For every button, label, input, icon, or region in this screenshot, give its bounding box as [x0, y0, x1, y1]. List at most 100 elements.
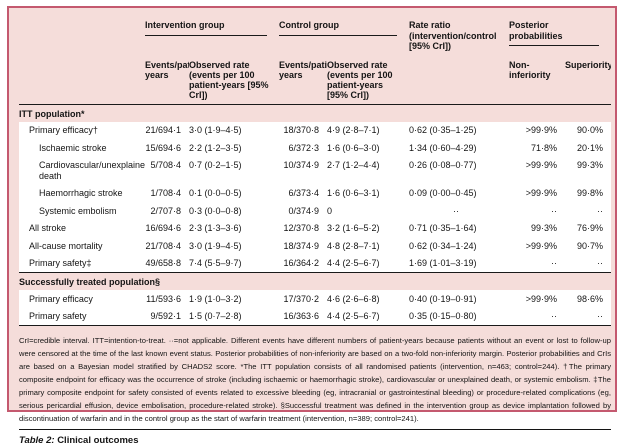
- row-label: Primary safety‡: [19, 254, 145, 273]
- control-events-subheader: Events/patient-years: [279, 55, 327, 105]
- cell: 71·8%: [530, 142, 557, 153]
- cell: 90·7%: [576, 240, 603, 251]
- cell: 0·3 (0·0–0·8): [189, 205, 242, 216]
- cell: 0·09 (0·00–0·45): [409, 188, 477, 198]
- cell: 6/372·3: [288, 142, 319, 153]
- table-row: Ischaemic stroke 15/694·6 2·2 (1·2–3·5) 6/3…: [19, 139, 611, 157]
- non-inferiority-subheader: Non-inferiority: [509, 55, 565, 105]
- table-row: Primary efficacy 11/593·6 1·9 (1·0–3·2) 17/…: [19, 290, 611, 308]
- cell: 4·4 (2·5–6·7): [327, 307, 409, 326]
- table-row: Cardiovascular/unexplained death 5/708·4 0…: [19, 156, 611, 185]
- table-caption-label: Table 2:: [19, 435, 55, 446]
- cell: 0·26 (0·08–0·77): [409, 160, 477, 170]
- section-header-row: ITT population*: [19, 104, 611, 122]
- cell: 4·4 (2·5–6·7): [327, 254, 409, 273]
- cell: 12/370·8: [283, 223, 319, 233]
- cell: >99·9%: [525, 240, 557, 251]
- cell: 11/593·6: [146, 293, 181, 304]
- cell: 99·3%: [530, 223, 557, 233]
- cell: 0·7 (0·2–1·5): [189, 160, 242, 170]
- cell: 4·6 (2·6–6·8): [327, 293, 380, 304]
- section-header-label: ITT population*: [19, 108, 85, 119]
- cell: 9/592·1: [145, 307, 189, 326]
- control-observed-rate-subheader: Observed rate (events per 100 patient-ye…: [327, 55, 409, 105]
- cell: 16/363·6: [279, 307, 327, 326]
- table-row: Primary safety‡ 49/658·8 7·4 (5·5–9·7) 16/3…: [19, 254, 611, 273]
- cell: 2/707·8: [150, 205, 181, 216]
- table-caption: Table 2: Clinical outcomes: [19, 435, 609, 446]
- rate-ratio-spacer-cell: [409, 55, 509, 105]
- control-group-header: Control group: [279, 18, 397, 36]
- cell: ··: [551, 205, 557, 216]
- cell: 7·4 (5·5–9·7): [189, 254, 279, 273]
- table-body: ITT population* Primary efficacy† 21/694·1…: [19, 104, 611, 326]
- cell: 1·69 (1·01–3·19): [409, 254, 509, 273]
- table-row: Systemic embolism 2/707·8 0·3 (0·0–0·8) 0/3…: [19, 202, 611, 220]
- intervention-group-header: Intervention group: [145, 18, 267, 36]
- row-label: Primary efficacy: [29, 293, 93, 304]
- cell: 18/374·9: [283, 240, 319, 251]
- section-header-label: Successfully treated population§: [19, 277, 161, 287]
- cell: 3·2 (1·6–5·2): [327, 223, 380, 233]
- cell: 0·62 (0·35–1·25): [409, 125, 477, 135]
- clinical-outcomes-table: Intervention group Control group Rate ra…: [19, 18, 611, 326]
- cell: 0·40 (0·19–0·91): [409, 293, 477, 304]
- cell: >99·9%: [525, 293, 557, 304]
- cell: 5/708·4: [150, 160, 181, 170]
- cell: 98·6%: [576, 293, 603, 304]
- cell: ··: [597, 205, 603, 216]
- cell: 76·9%: [576, 223, 603, 233]
- section-header-row: Successfully treated population§: [19, 273, 611, 291]
- table-row: Haemorrhagic stroke 1/708·4 0·1 (0·0–0·5) 6…: [19, 184, 611, 202]
- cell: 0·1 (0·0–0·5): [189, 188, 242, 198]
- table-row: Primary safety 9/592·1 1·5 (0·7–2·8) 16/363…: [19, 307, 611, 326]
- row-label: Systemic embolism: [39, 205, 117, 216]
- table-footnote: CrI=credible interval. ITT=intention-to-…: [19, 336, 611, 423]
- cell: 3·0 (1·9–4·5): [189, 240, 242, 251]
- cell: >99·9%: [525, 125, 557, 135]
- cell: ··: [565, 307, 611, 326]
- cell: 0·71 (0·35–1·64): [409, 223, 477, 233]
- clinical-outcomes-table-card: Intervention group Control group Rate ra…: [7, 6, 617, 446]
- cell: 4·8 (2·8–7·1): [327, 240, 380, 251]
- cell: 1·5 (0·7–2·8): [189, 307, 279, 326]
- cell: 18/370·8: [283, 125, 319, 135]
- row-label: Primary safety: [19, 307, 145, 326]
- cell: ··: [565, 254, 611, 273]
- empty-subheader-cell: [19, 55, 145, 105]
- cell: 49/658·8: [145, 254, 189, 273]
- cell: 10/374·9: [283, 160, 319, 170]
- superiority-subheader: Superiority: [565, 55, 611, 105]
- intervention-events-subheader: Events/patient-years: [145, 55, 189, 105]
- cell: 1·6 (0·6–3·0): [327, 142, 380, 153]
- cell: 1·9 (1·0–3·2): [189, 293, 242, 304]
- row-label: Cardiovascular/unexplained death: [39, 160, 145, 181]
- row-label: All stroke: [29, 223, 67, 233]
- row-label: All-cause mortality: [29, 240, 103, 251]
- cell: 21/694·1: [145, 125, 181, 135]
- corner-cell: [19, 18, 145, 56]
- cell: 0·35 (0·15–0·80): [409, 307, 509, 326]
- cell: >99·9%: [525, 188, 557, 198]
- cell: 16/694·6: [145, 223, 181, 233]
- cell: 1·6 (0·6–3·1): [327, 188, 380, 198]
- row-label: Ischaemic stroke: [39, 142, 107, 153]
- row-label: Primary efficacy†: [29, 125, 98, 135]
- sub-header-row: Events/patient-years Observed rate (even…: [19, 55, 611, 105]
- cell: ··: [453, 205, 459, 216]
- cell: 90·0%: [576, 125, 603, 135]
- group-header-row: Intervention group Control group Rate ra…: [19, 18, 611, 56]
- cell: 6/373·4: [288, 188, 319, 198]
- cell: 17/370·2: [283, 293, 319, 304]
- table-row: Primary efficacy† 21/694·1 3·0 (1·9–4·5) 18…: [19, 121, 611, 139]
- cell: >99·9%: [525, 160, 557, 170]
- cell: 3·0 (1·9–4·5): [189, 125, 242, 135]
- table-row: All stroke 16/694·6 2·3 (1·3–3·6) 12/370·8 3…: [19, 219, 611, 237]
- cell: 20·1%: [576, 142, 603, 153]
- cell: 2·2 (1·2–3·5): [189, 142, 242, 153]
- rate-ratio-header: Rate ratio (intervention/control [95% Cr…: [409, 20, 497, 51]
- cell: 0/374·9: [288, 205, 319, 216]
- cell: 2·7 (1·2–4·4): [327, 160, 380, 170]
- cell: 0·62 (0·34–1·24): [409, 240, 477, 251]
- cell: 16/364·2: [279, 254, 327, 273]
